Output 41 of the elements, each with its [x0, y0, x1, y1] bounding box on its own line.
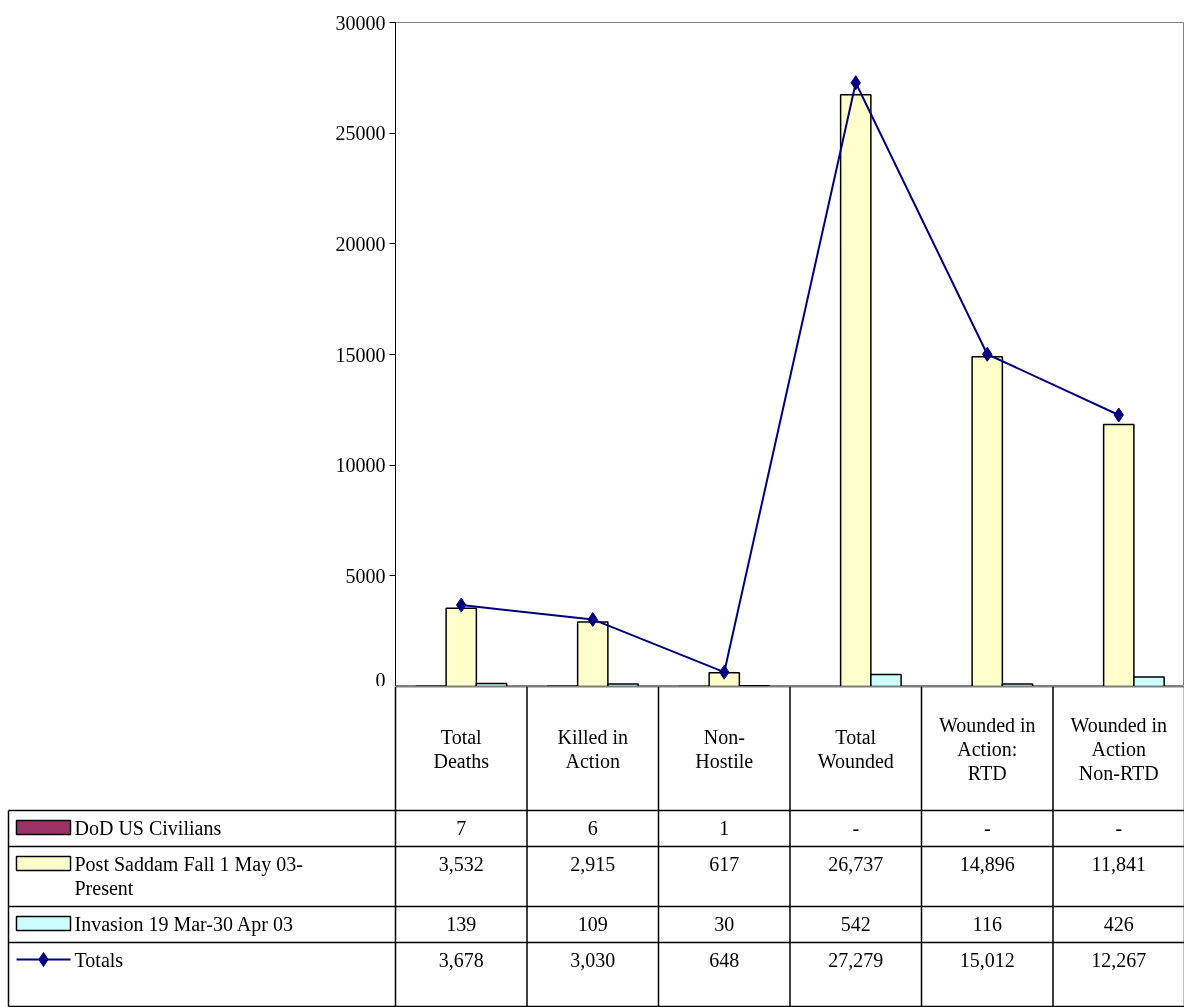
y-tick-label: 25000 [335, 122, 386, 145]
data-label: 2,915 [570, 852, 616, 875]
y-tick-label: 20000 [335, 232, 386, 255]
legend-label: DoD US Civilians [74, 816, 222, 839]
data-label: 26,737 [828, 852, 884, 875]
data-label: 12,267 [1091, 948, 1147, 971]
data-label: 617 [709, 852, 740, 875]
data-label: 3,532 [438, 852, 484, 875]
data-label: 139 [446, 912, 477, 935]
data-label: 27,279 [828, 948, 884, 971]
data-label: 11,841 [1091, 852, 1146, 875]
data-label: 15,012 [959, 948, 1015, 971]
data-label: 14,896 [959, 852, 1015, 875]
x-tick-label: Total Wounded [817, 725, 894, 772]
data-label: 3,678 [438, 948, 484, 971]
data-label: 3,030 [570, 948, 616, 971]
legend-label: Totals [74, 948, 124, 971]
x-tick-label: Non-Hostile [695, 725, 754, 772]
y-tick-label: 15000 [335, 343, 386, 366]
x-tick-label: Wounded in Action: RTD [938, 713, 1036, 784]
text: - [983, 816, 991, 839]
y-tick-label: 30000 [335, 11, 386, 34]
x-tick-label: Wounded in Action Non-RTD [1070, 713, 1168, 784]
x-tick-label: Total Deaths [433, 725, 490, 772]
x-tick-label: Killed in Action [557, 725, 629, 772]
text: - [1115, 816, 1123, 839]
data-label: 109 [577, 912, 608, 935]
data-label: 6 [587, 816, 598, 839]
y-tick-label: 0 [375, 668, 386, 691]
data-label: 30 [714, 912, 735, 935]
data-label: 7 [456, 816, 467, 839]
data-label: 116 [972, 912, 1002, 935]
legend-label: Post Saddam Fall 1 May 03-Present [74, 852, 303, 899]
legend-label: Invasion 19 Mar-30 Apr 03 [74, 912, 293, 936]
data-label: 542 [840, 912, 871, 935]
data-label: 648 [709, 948, 740, 971]
y-tick-label: 5000 [345, 564, 386, 587]
data-label: 426 [1103, 912, 1134, 935]
text: - [852, 816, 860, 839]
data-label: 1 [719, 816, 730, 839]
y-tick-label: 10000 [335, 454, 386, 477]
